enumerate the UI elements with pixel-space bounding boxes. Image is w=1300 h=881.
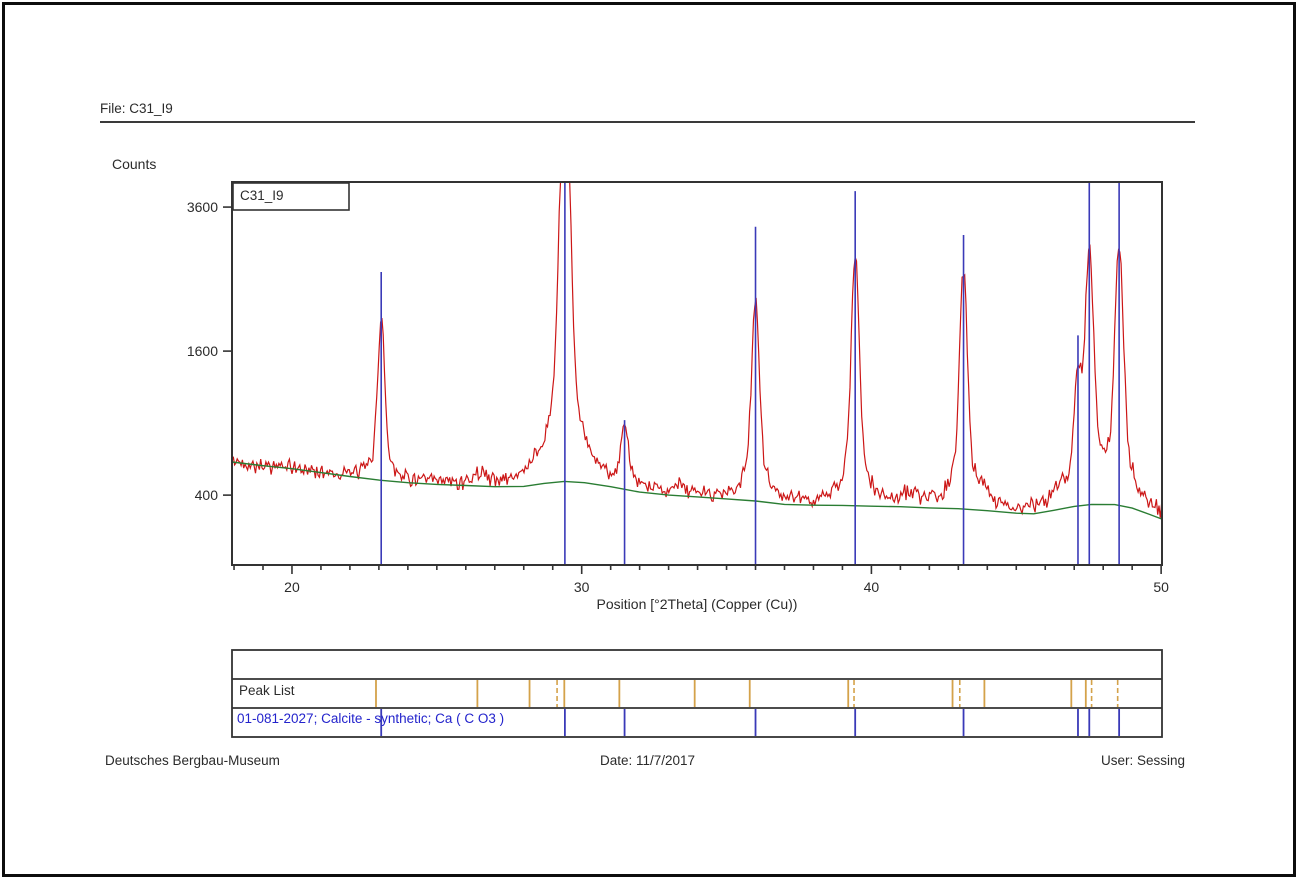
svg-text:30: 30 (574, 579, 590, 595)
peak-list-label: Peak List (239, 683, 295, 698)
chart-legend-label: C31_I9 (240, 188, 284, 203)
x-axis-title: Position [°2Theta] (Copper (Cu)) (596, 596, 798, 612)
footer-date-label: Date: 11/7/2017 (599, 753, 696, 768)
svg-text:400: 400 (195, 487, 219, 503)
footer-user-label: User: Sessing (1100, 753, 1185, 768)
svg-text:50: 50 (1153, 579, 1169, 595)
svg-text:20: 20 (284, 579, 300, 595)
svg-text:3600: 3600 (187, 199, 218, 215)
footer-site-label: Deutsches Bergbau-Museum (105, 753, 280, 768)
file-label: File: C31_I9 (100, 101, 173, 116)
svg-text:1600: 1600 (187, 343, 218, 359)
svg-text:40: 40 (864, 579, 880, 595)
report-footer: Deutsches Bergbau-Museum Date: 11/7/2017… (100, 753, 1195, 771)
file-underline (100, 121, 1195, 123)
y-axis-title: Counts (112, 156, 157, 172)
reference-pattern-label: 01-081-2027; Calcite - synthetic; Ca ( C… (237, 711, 505, 726)
